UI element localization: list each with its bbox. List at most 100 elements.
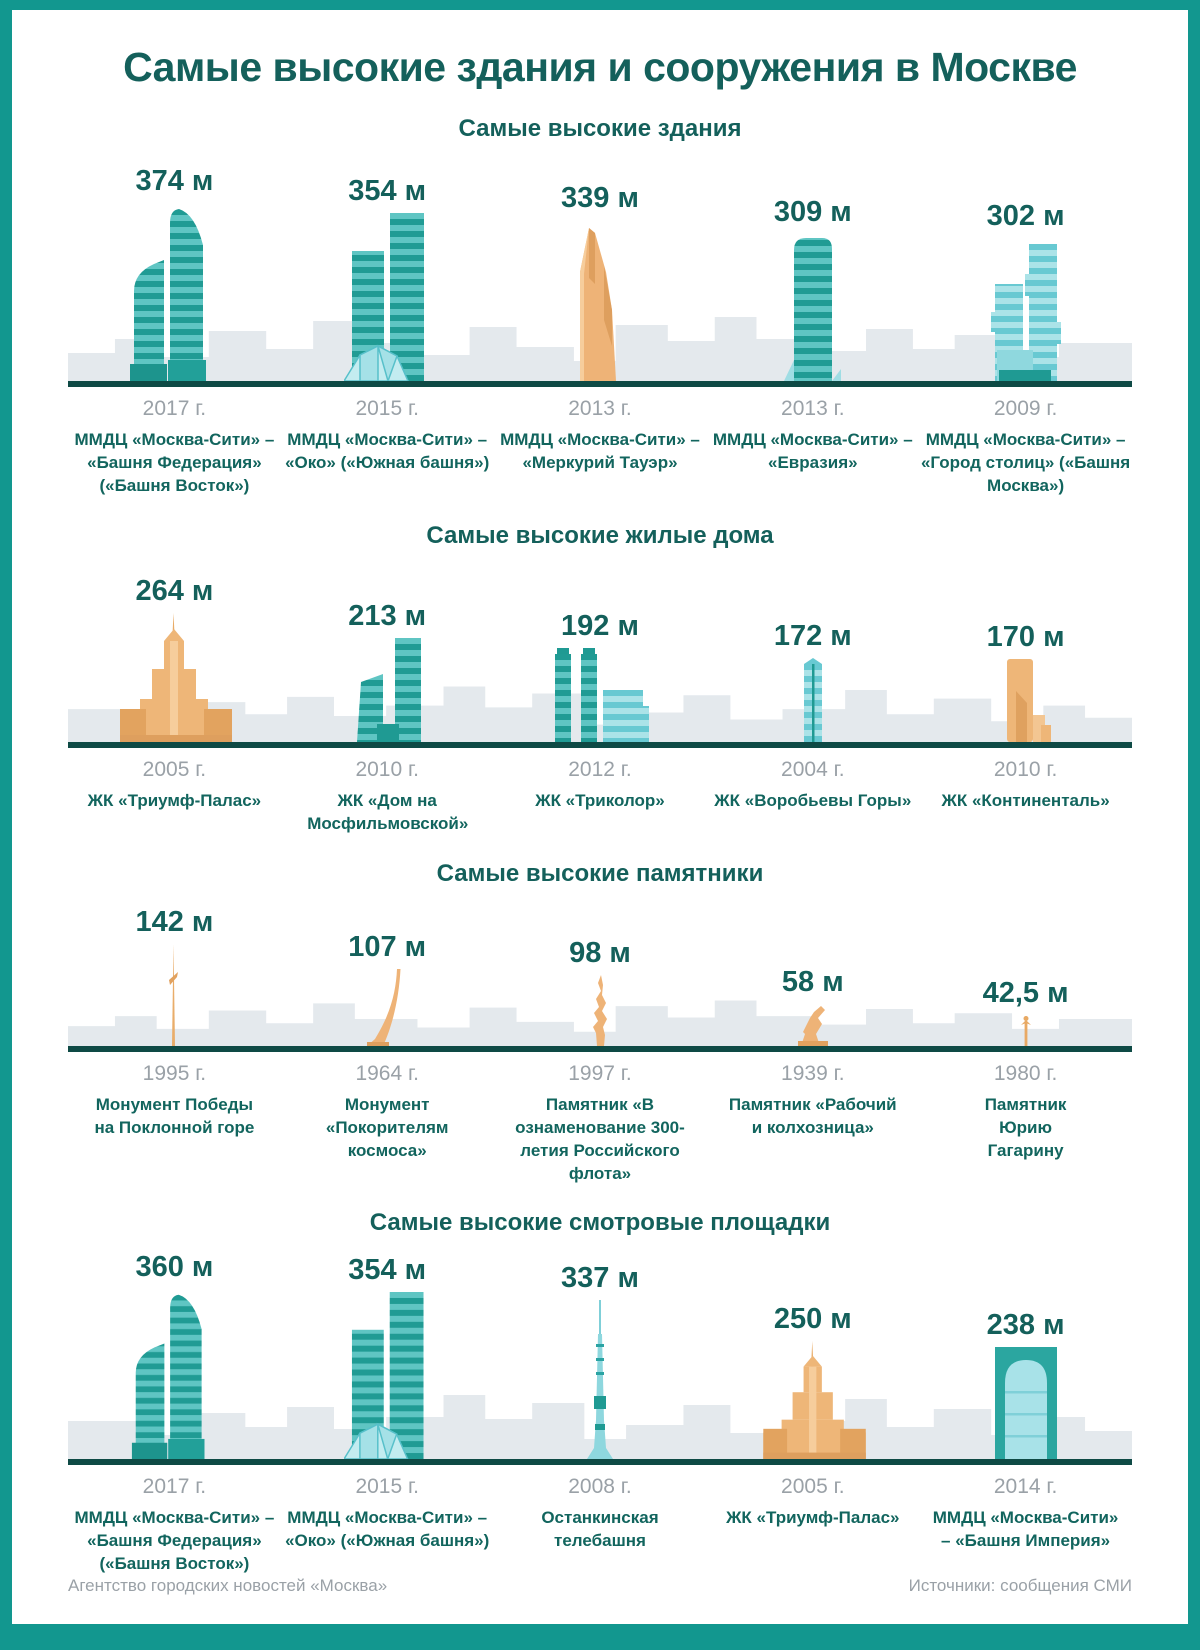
building-kontinental-icon [999,658,1053,742]
year-label: 2015 г. [355,397,419,420]
building-federation-tower-icon [130,1289,218,1460]
bar-columns: 374 м 354 м 339 м [68,153,1132,381]
height-value-label: 213 м [348,599,427,632]
chart-area: 360 м 354 м 337 м [68,1247,1132,1466]
bar-columns: 264 м 213 м 192 м [68,560,1132,742]
building-triumph-palace-icon [756,1341,869,1460]
chart-column: 337 м [494,1247,707,1460]
building-name-label: ММДЦ «Москва-Сити» – «Око» («Южная башня… [285,430,490,472]
monument-name-label: Монумент «Покорителям космоса» [325,1094,449,1160]
height-value-label: 192 м [561,609,639,642]
monument-space-conquerors-icon [367,968,407,1046]
section-tallest-monuments: Самые высокие памятники 142 м 107 м [12,860,1188,1186]
year-label: 1980 г. [993,1061,1058,1085]
caption: 2017 г. ММДЦ «Москва-Сити» – «Башня Федер… [68,397,281,498]
building-name-label: ЖК «Воробьевы Горы» [714,790,912,810]
monument-name-label: Памятник «Рабочий и колхозница» [728,1094,897,1137]
chart-column: 354 м [281,153,494,381]
building-trikolor-icon [551,647,649,742]
section-title: Самые высокие здания [458,115,742,142]
source-agency-label: Агентство городских новостей «Москва» [68,1576,388,1595]
building-name-label: ММДЦ «Москва-Сити» – «Башня Империя» [932,1508,1119,1551]
height-value-label: 354 м [348,175,427,207]
chart-column: 192 м [494,560,707,742]
year-label: 1997 г. [568,1061,632,1085]
chart-column: 58 м [706,898,919,1046]
chart-column: 302 м [919,153,1132,381]
caption: 2013 г. ММДЦ «Москва-Сити» – «Меркурий Та… [494,397,707,498]
chart-column: 374 м [68,153,281,381]
city-skyline-silhouette [68,1000,1132,1046]
monument-gagarin-icon [1020,1015,1031,1046]
year-label: 2010 г. [993,757,1058,781]
year-label: 2010 г. [355,757,419,781]
captions-row: 1995 г. Монумент Победы на Поклонной горе… [68,1062,1132,1186]
chart-column: 250 м [706,1247,919,1460]
chart-column: 360 м [68,1247,281,1460]
height-value-label: 107 м [348,930,427,963]
height-value-label: 339 м [561,182,639,214]
chart-column: 142 м [68,898,281,1046]
building-triumph-palace-icon [112,612,236,742]
height-value-label: 337 м [561,1262,639,1295]
caption: 1995 г. Монумент Победы на Поклонной горе [68,1062,281,1186]
year-label: 2015 г. [355,1475,419,1499]
height-value-label: 360 м [135,1251,214,1284]
building-name-label: ММДЦ «Москва-Сити» – «Меркурий Тауэр» [500,430,700,472]
section-tallest-observation-decks: Самые высокие смотровые площадки 360 м 3… [12,1209,1188,1576]
city-skyline-silhouette [68,686,1132,742]
year-label: 1964 г. [355,1061,419,1085]
sources-label: Источники: сообщения СМИ [908,1576,1132,1595]
caption: 1939 г. Памятник «Рабочий и колхозница» [706,1062,919,1186]
page-title: Самые высокие здания и сооружения в Моск… [123,44,1077,90]
caption: 1964 г. Монумент «Покорителям космоса» [281,1062,494,1186]
building-name-label: ММДЦ «Москва-Сити» – «Башня Федерация» (… [74,430,275,495]
height-value-label: 142 м [135,905,214,938]
section-title: Самые высокие смотровые площадки [369,1209,831,1237]
building-imperia-tower-icon [994,1347,1057,1460]
building-name-label: ЖК «Триумф-Палас» [87,790,262,810]
chart-area: 142 м 107 м 98 м [68,898,1132,1052]
chart-column: 354 м [281,1247,494,1460]
caption: 2017 г. ММДЦ «Москва-Сити» – «Башня Федер… [68,1475,281,1576]
chart-column: 42,5 м [919,898,1132,1046]
caption: 2014 г. ММДЦ «Москва-Сити» – «Башня Импер… [919,1475,1132,1576]
building-name-label: ММДЦ «Москва-Сити» – «Башня Федерация» (… [74,1508,275,1574]
year-label: 2008 г. [568,1475,632,1499]
caption: 2009 г. ММДЦ «Москва-Сити» – «Город столи… [919,397,1132,498]
footer: Агентство городских новостей «Москва» Ис… [68,1576,1132,1596]
captions-row: 2005 г. ЖК «Триумф-Палас» 2010 г. ЖК «Дом … [68,758,1132,836]
section-tallest-residential: Самые высокие жилые дома 264 м 213 м [12,522,1188,836]
caption: 2012 г. ЖК «Триколор» [494,758,707,836]
year-label: 2005 г. [781,1475,845,1499]
captions-row: 2017 г. ММДЦ «Москва-Сити» – «Башня Федер… [68,397,1132,498]
height-value-label: 374 м [135,165,214,197]
section-title: Самые высокие жилые дома [426,521,774,549]
year-label: 1939 г. [781,1061,845,1085]
year-label: 2009 г. [993,397,1058,420]
section-title: Самые высокие памятники [436,859,764,887]
chart-column: 98 м [494,898,707,1046]
building-vorobyovy-gory-icon [800,657,826,742]
chart-column: 264 м [68,560,281,742]
caption: 1997 г. Памятник «В ознаменование 300-лет… [494,1062,707,1186]
building-city-of-capitals-icon [989,238,1063,381]
building-name-label: ММДЦ «Москва-Сити» – «Евразия» [712,430,913,472]
height-value-label: 172 м [773,619,852,652]
height-value-label: 42,5 м [982,976,1069,1009]
caption: 2010 г. ЖК «Континенталь» [919,758,1132,836]
year-label: 2013 г. [568,397,632,420]
chart-area: 264 м 213 м 192 м [68,560,1132,748]
monument-name-label: Монумент Победы на Поклонной горе [94,1094,255,1137]
bar-columns: 360 м 354 м 337 м [68,1247,1132,1460]
year-label: 2017 г. [142,1475,207,1499]
bar-columns: 142 м 107 м 98 м [68,898,1132,1046]
caption: 2015 г. ММДЦ «Москва-Сити» – «Око» («Южна… [281,1475,494,1576]
year-label: 2014 г. [993,1475,1058,1499]
height-value-label: 250 м [773,1303,852,1336]
height-value-label: 238 м [986,1309,1065,1342]
height-value-label: 302 м [986,200,1065,232]
city-skyline-silhouette [68,317,1132,381]
tower-ostankino-icon [585,1300,615,1460]
chart-column: 172 м [706,560,919,742]
